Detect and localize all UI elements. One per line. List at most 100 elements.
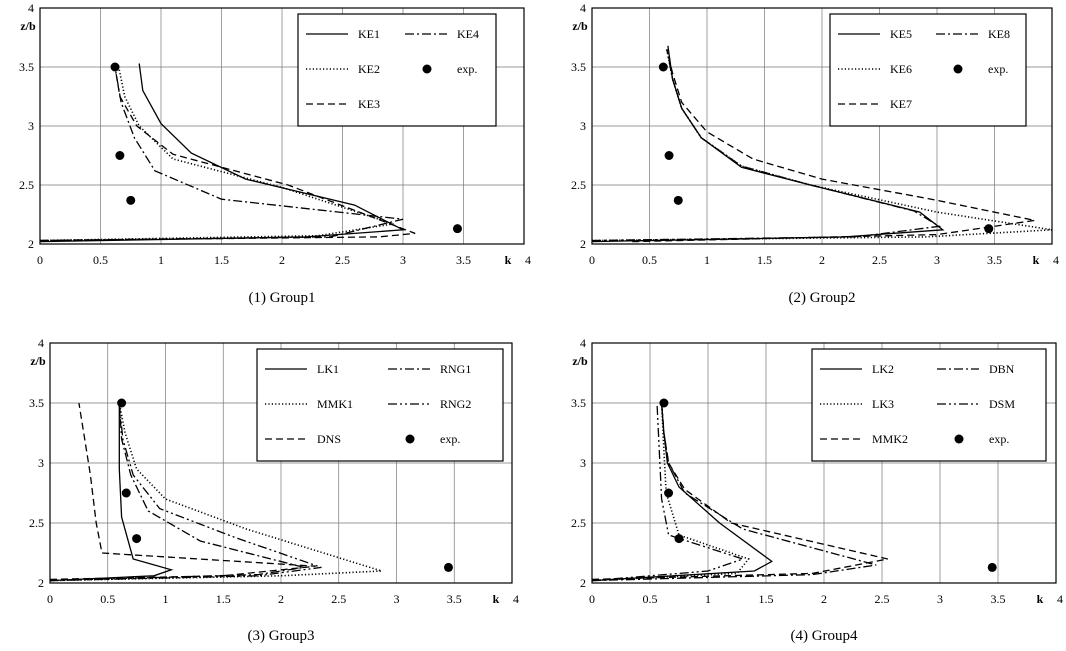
x-tick-label: 1.5: [214, 253, 229, 267]
y-axis-label: z/b: [572, 354, 588, 368]
exp-point: [658, 62, 668, 72]
panel-caption: (1) Group1: [248, 290, 315, 306]
exp-point: [664, 488, 674, 498]
series-line-dsm: [592, 402, 745, 582]
panel-caption: (3) Group3: [247, 628, 314, 644]
chart-panel-2: 0 0.5 1 1.5 2 2.5 3 3.5 422.533.54kz/bKE5KE6KE7K…: [571, 1, 1059, 306]
exp-point: [673, 195, 683, 205]
legend-label: KE8: [988, 27, 1010, 41]
legend: LK1 MMK1 DNS RNG1 RNG2 exp.: [256, 348, 504, 462]
exp-point: [987, 562, 997, 572]
y-axis-label: z/b: [30, 354, 46, 368]
y-tick-label: 2: [28, 237, 34, 251]
legend-label: exp.: [989, 432, 1009, 446]
x-tick-label: 2: [278, 592, 284, 606]
x-axis-label: k: [505, 253, 512, 267]
y-tick-label: 2: [580, 237, 586, 251]
series-line-dbn: [592, 402, 877, 582]
x-tick-label: 3.5: [991, 592, 1006, 606]
plot-frame: [39, 7, 525, 245]
y-tick-label: 2: [38, 576, 44, 590]
legend-label: exp.: [457, 62, 477, 76]
y-tick-label: 4: [580, 1, 586, 15]
legend-label: KE4: [457, 27, 479, 41]
x-axis-label: k: [493, 592, 500, 606]
legend-label: RNG1: [440, 362, 471, 376]
legend-label: KE2: [358, 62, 380, 76]
legend-label: KE3: [358, 97, 380, 111]
series-line-ke3: [40, 66, 416, 242]
legend-label: MMK2: [872, 432, 908, 446]
y-tick-label: 3.5: [19, 60, 34, 74]
x-tick-label: 1: [163, 592, 169, 606]
legend-label: DBN: [989, 362, 1015, 376]
exp-point: [121, 488, 131, 498]
x-tick-label: 2.5: [335, 253, 350, 267]
x-tick-label: 0: [37, 253, 43, 267]
y-tick-label: 3: [580, 456, 586, 470]
series-line-ke6: [592, 49, 1052, 242]
x-tick-label: 4: [1053, 253, 1059, 267]
x-tick-label: 1: [158, 253, 164, 267]
legend-label: DSM: [989, 397, 1015, 411]
x-tick-label: 0.5: [93, 253, 108, 267]
exp-point: [110, 62, 120, 72]
panel-caption: (4) Group4: [790, 628, 858, 644]
legend-marker-exp: [422, 64, 432, 74]
plot-frame: [49, 342, 513, 584]
exp-point: [674, 534, 684, 544]
x-tick-label: 0: [589, 592, 595, 606]
series-line-rng1: [50, 402, 305, 582]
x-tick-label: 3.5: [987, 253, 1002, 267]
chart-panel-4: 0 0.5 1 1.5 2 2.5 3 3.5 422.533.54kz/bLK2LK3MMK2…: [571, 336, 1063, 644]
x-tick-label: 0.5: [100, 592, 115, 606]
exp-point: [659, 398, 669, 408]
plot-frame: [591, 342, 1057, 584]
x-tick-label: 2: [819, 253, 825, 267]
x-tick-label: 1.5: [216, 592, 231, 606]
y-tick-label: 3.5: [571, 396, 586, 410]
y-axis-label: z/b: [572, 19, 588, 33]
x-axis-label: k: [1037, 592, 1044, 606]
x-tick-label: 0: [589, 253, 595, 267]
y-tick-label: 3.5: [29, 396, 44, 410]
y-tick-label: 4: [28, 1, 34, 15]
y-tick-label: 3: [28, 119, 34, 133]
x-tick-label: 4: [513, 592, 519, 606]
y-tick-label: 2: [580, 576, 586, 590]
legend-marker-exp: [954, 434, 964, 444]
y-tick-label: 3: [38, 456, 44, 470]
exp-point: [452, 224, 462, 234]
x-tick-label: 1.5: [757, 253, 772, 267]
x-tick-label: 3.5: [456, 253, 471, 267]
x-tick-label: 0: [47, 592, 53, 606]
x-tick-label: 1.5: [759, 592, 774, 606]
series-line-lk3: [592, 402, 750, 582]
series-line-lk1: [50, 403, 174, 582]
x-tick-label: 2.5: [872, 253, 887, 267]
exp-point: [115, 151, 125, 160]
x-tick-label: 3.5: [447, 592, 462, 606]
legend-label: LK2: [872, 362, 894, 376]
legend-label: KE1: [358, 27, 380, 41]
legend-label: LK1: [317, 362, 339, 376]
series-line-ke8: [592, 49, 942, 242]
x-tick-label: 2: [821, 592, 827, 606]
y-tick-label: 2.5: [571, 516, 586, 530]
x-tick-label: 3: [394, 592, 400, 606]
x-tick-label: 4: [1057, 592, 1063, 606]
plot-frame: [591, 7, 1053, 245]
legend-label: exp.: [988, 62, 1008, 76]
exp-point: [664, 151, 674, 160]
x-tick-label: 2.5: [331, 592, 346, 606]
x-tick-label: 4: [525, 253, 531, 267]
series-line-mmk2: [592, 402, 888, 581]
legend-label: KE6: [890, 62, 912, 76]
x-tick-label: 0.5: [642, 253, 657, 267]
panel-caption: (2) Group2: [788, 290, 855, 306]
legend: LK2 LK3 MMK2 DBN DSM exp.: [811, 348, 1047, 462]
exp-point: [126, 195, 136, 205]
legend-label: RNG2: [440, 397, 471, 411]
legend-label: MMK1: [317, 397, 353, 411]
chart-panel-1: 0 0.5 1 1.5 2 2.5 3 3.5 422.533.54kz/bKE1KE2KE3K…: [19, 1, 531, 306]
